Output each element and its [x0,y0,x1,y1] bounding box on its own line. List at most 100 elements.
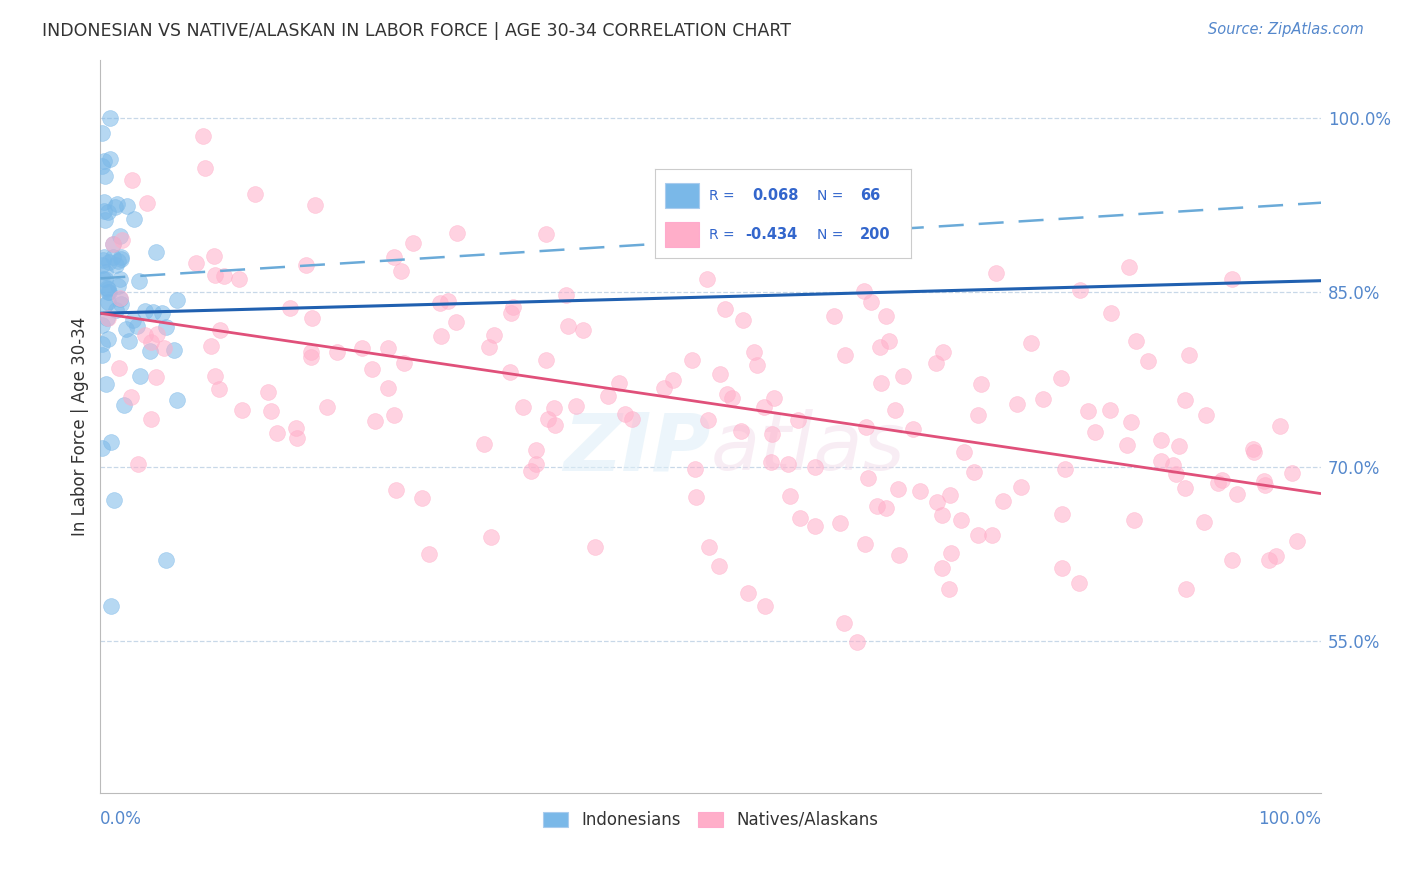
Point [931,561,953,575]
Point [1050,370,1073,384]
Legend: Indonesians, Natives/Alaskans: Indonesians, Natives/Alaskans [537,805,884,836]
Point [967,408,990,422]
Point [100,152,122,166]
Point [108,360,131,375]
Point [108,271,131,285]
Point [260,404,283,418]
Point [707,559,730,574]
Point [446,226,468,240]
Point [153,341,176,355]
Text: 0.0%: 0.0% [100,810,142,828]
Point [163,343,186,358]
Point [135,196,157,211]
Point [1019,336,1042,351]
Point [614,407,637,421]
Point [127,457,149,471]
Point [887,482,910,496]
Point [139,343,162,358]
Point [389,264,412,278]
Point [110,291,132,305]
Point [534,227,557,241]
Point [93,250,115,264]
Point [1077,403,1099,417]
Point [91,271,114,285]
Text: R =: R = [709,188,734,202]
Point [134,328,156,343]
Point [1161,458,1184,472]
Point [853,537,876,551]
Point [598,389,620,403]
Point [352,341,374,355]
Point [117,199,139,213]
Point [1257,553,1279,567]
Point [105,197,128,211]
Point [1174,481,1197,495]
Point [869,340,891,354]
Point [90,318,112,333]
Point [607,376,630,390]
Point [103,492,125,507]
Point [429,296,451,310]
Point [204,268,226,282]
Point [256,385,278,400]
Point [142,305,165,319]
Point [139,412,162,426]
Point [866,500,889,514]
Point [145,245,167,260]
Text: 0.068: 0.068 [752,188,799,203]
Point [228,272,250,286]
Point [295,258,318,272]
Bar [665,183,699,208]
Point [110,229,132,244]
Point [364,414,387,428]
Point [1285,534,1308,549]
Point [652,381,675,395]
Point [571,323,593,337]
Point [104,200,127,214]
Point [1192,516,1215,530]
Point [842,228,865,243]
Point [304,197,326,211]
Point [107,254,129,268]
Point [1010,481,1032,495]
Point [754,599,776,614]
Text: 100.0%: 100.0% [1258,810,1322,828]
Point [925,356,948,370]
Point [830,516,852,531]
Text: Source: ZipAtlas.com: Source: ZipAtlas.com [1208,22,1364,37]
Point [931,508,953,523]
Point [110,233,132,247]
Point [145,370,167,384]
Point [1254,478,1277,492]
Text: ZIP: ZIP [564,409,710,487]
Point [392,356,415,370]
Point [97,255,120,269]
Point [429,328,451,343]
Point [742,345,765,359]
Point [186,256,208,270]
Point [981,528,1004,542]
Point [939,546,962,560]
Point [1121,415,1143,429]
Point [112,398,135,412]
Point [901,422,924,436]
Text: R =: R = [709,228,734,242]
Point [90,348,112,362]
Point [1032,392,1054,407]
Point [97,332,120,346]
Point [118,334,141,348]
Point [93,195,115,210]
Point [94,376,117,391]
Point [284,421,307,435]
Point [436,293,458,308]
Point [98,285,121,300]
Point [1211,473,1233,487]
Point [326,345,349,359]
Point [94,298,117,312]
Point [953,444,976,458]
Point [804,460,827,475]
Point [101,236,124,251]
Point [662,373,685,387]
Point [932,344,955,359]
Point [94,213,117,227]
